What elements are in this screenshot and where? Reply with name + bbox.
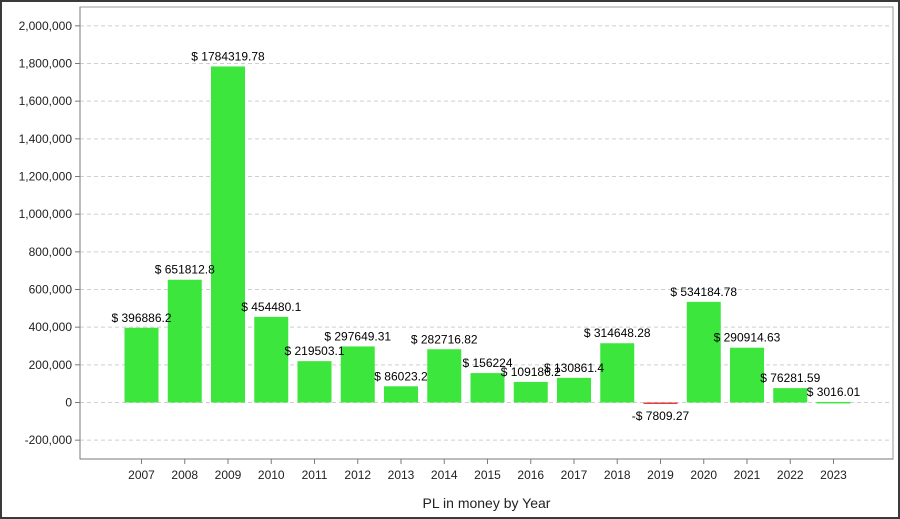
bar-2021 (730, 347, 764, 403)
x-axis-ticks: 2007 2008 2009 2010 2011 2012 2013 2014 2015 2016… (128, 459, 847, 482)
bar-value-label-2018: $ 314648.28 (584, 326, 651, 340)
y-tick-label: 1,800,000 (19, 57, 73, 71)
bar-2022 (773, 388, 808, 403)
x-tick-label-2009: 2009 (215, 468, 242, 482)
bar-value-label-2008: $ 651812.8 (155, 263, 215, 277)
bar-2012 (340, 346, 375, 403)
x-tick-label-2023: 2023 (820, 468, 847, 482)
y-tick-label: 1,000,000 (19, 207, 73, 221)
y-tick-label: 800,000 (29, 245, 73, 259)
bar-value-label-2009: $ 1784319.78 (191, 49, 265, 63)
bar-2018 (600, 343, 635, 403)
bar-value-label-2011: $ 219503.1 (284, 344, 344, 358)
bar-value-label-2015: $ 156224 (462, 356, 512, 370)
bar-value-label-2010: $ 454480.1 (241, 300, 301, 314)
bar-2010 (254, 316, 289, 403)
y-tick-label: 600,000 (29, 283, 73, 297)
y-axis-ticks: -200,000 0 200,000 400,000 600,000 800,000 1,0… (19, 19, 80, 447)
x-tick-label-2021: 2021 (734, 468, 761, 482)
bar-2014 (427, 349, 462, 403)
bar-2016 (513, 381, 548, 403)
bar-2019 (643, 402, 678, 404)
y-tick-label: 2,000,000 (19, 19, 73, 33)
bar-value-label-2017: $ 130861.4 (544, 361, 604, 375)
x-tick-label-2013: 2013 (388, 468, 415, 482)
bar-2008 (167, 279, 202, 403)
bar-value-labels: $ 396886.2 $ 651812.8 $ 1784319.78 $ 454480… (111, 49, 860, 423)
x-tick-label-2018: 2018 (604, 468, 631, 482)
y-tick-label: 1,600,000 (19, 94, 73, 108)
x-tick-label-2014: 2014 (431, 468, 458, 482)
bar-value-label-2021: $ 290914.63 (714, 331, 781, 345)
y-tick-label: 400,000 (29, 320, 73, 334)
bar-2011 (297, 361, 332, 403)
bar-2015 (470, 373, 505, 403)
bar-2023 (816, 401, 851, 404)
bar-2017 (557, 377, 591, 403)
x-tick-label-2011: 2011 (302, 468, 328, 482)
x-tick-label-2010: 2010 (258, 468, 285, 482)
bar-2009 (211, 66, 245, 403)
bar-2020 (686, 301, 721, 403)
bar-2007 (124, 327, 159, 403)
bar-value-label-2022: $ 76281.59 (760, 371, 820, 385)
x-axis-title: PL in money by Year (423, 495, 551, 511)
bar-value-label-2019: -$ 7809.27 (632, 409, 690, 423)
bar-value-label-2012: $ 297649.31 (324, 329, 391, 343)
x-tick-label-2008: 2008 (171, 468, 198, 482)
x-tick-label-2015: 2015 (474, 468, 501, 482)
bar-value-label-2020: $ 534184.78 (670, 285, 737, 299)
x-tick-label-2012: 2012 (344, 468, 371, 482)
x-tick-label-2022: 2022 (777, 468, 804, 482)
bar-2013 (384, 386, 418, 403)
y-tick-label: 1,200,000 (19, 170, 73, 184)
bar-value-label-2016: $ 109186.2 (501, 365, 561, 379)
y-tick-label: 1,400,000 (19, 132, 73, 146)
bars (124, 66, 851, 404)
x-tick-label-2019: 2019 (647, 468, 674, 482)
x-tick-label-2016: 2016 (517, 468, 544, 482)
bar-value-label-2023: $ 3016.01 (807, 385, 861, 399)
bar-value-label-2007: $ 396886.2 (111, 311, 171, 325)
y-tick-label: -200,000 (25, 433, 73, 447)
x-tick-label-2007: 2007 (128, 468, 155, 482)
x-tick-label-2020: 2020 (690, 468, 717, 482)
bar-value-label-2014: $ 282716.82 (411, 332, 478, 346)
y-tick-label: 0 (65, 396, 72, 410)
bar-value-label-2013: $ 86023.2 (374, 369, 428, 383)
y-tick-label: 200,000 (29, 358, 73, 372)
x-tick-label-2017: 2017 (561, 468, 588, 482)
